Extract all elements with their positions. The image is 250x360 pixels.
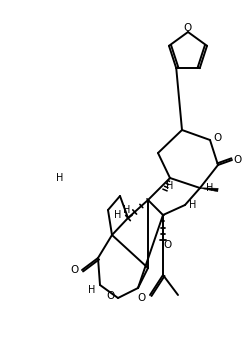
Text: H: H bbox=[123, 205, 131, 215]
Text: O: O bbox=[164, 240, 172, 250]
Text: H: H bbox=[114, 210, 122, 220]
Text: H: H bbox=[206, 183, 214, 193]
Text: H: H bbox=[166, 181, 174, 191]
Text: O: O bbox=[213, 133, 221, 143]
Text: O: O bbox=[138, 293, 146, 303]
Text: H: H bbox=[56, 173, 64, 183]
Text: O: O bbox=[233, 155, 241, 165]
Text: H: H bbox=[189, 200, 197, 210]
Text: H: H bbox=[88, 285, 96, 295]
Text: O: O bbox=[106, 291, 114, 301]
Text: O: O bbox=[70, 265, 78, 275]
Polygon shape bbox=[200, 188, 218, 192]
Text: O: O bbox=[184, 23, 192, 33]
